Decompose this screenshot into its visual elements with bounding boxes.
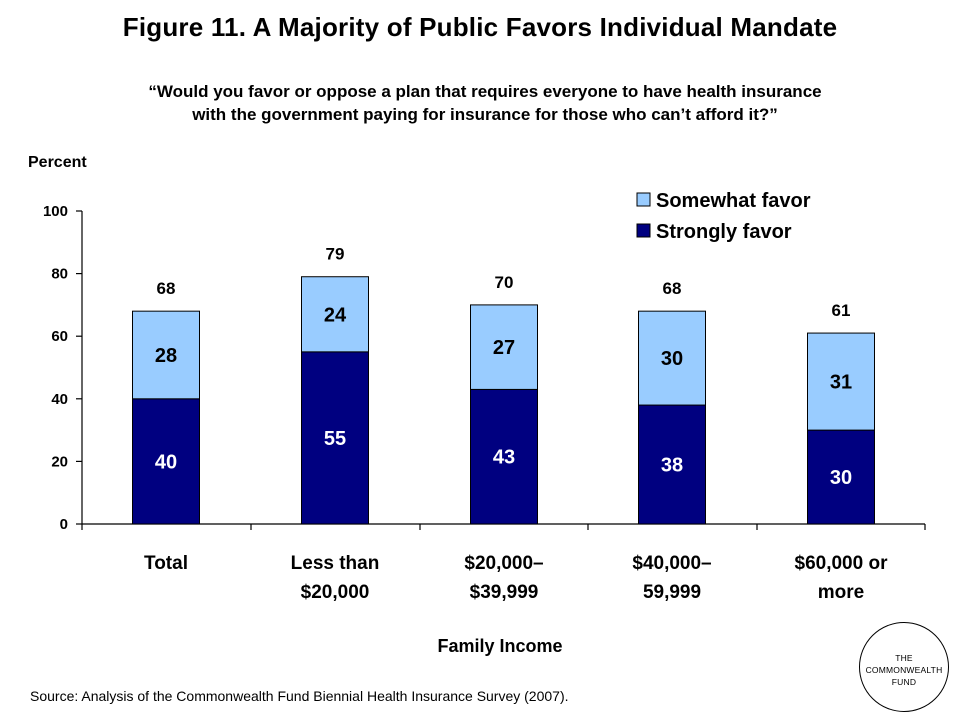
x-tick-label: $40,000–: [632, 553, 711, 574]
logo-line-3: FUND: [891, 677, 917, 687]
data-label-strongly-favor: 40: [155, 451, 177, 473]
bar-somewhat-favor: [470, 304, 538, 390]
subtitle-line-1: “Would you favor or oppose a plan that r…: [148, 82, 822, 101]
x-tick-label: Total: [144, 553, 188, 574]
logo-line-2: COMMONWEALTH: [865, 665, 943, 675]
logo-ring: [859, 622, 949, 712]
chart-subtitle: “Would you favor or oppose a plan that r…: [60, 80, 910, 126]
x-tick-label: $20,000–: [464, 553, 543, 574]
data-label-total: 79: [326, 245, 345, 264]
bar-strongly-favor: [132, 398, 200, 525]
x-axis-label: Family Income: [437, 636, 562, 656]
legend-swatch-somewhat-favor: [636, 192, 651, 207]
data-label-somewhat-favor: 24: [324, 304, 347, 326]
bar-somewhat-favor: [301, 276, 369, 353]
bar-strongly-favor: [301, 351, 369, 525]
x-tick-label: Less than: [291, 553, 380, 574]
data-label-strongly-favor: 38: [661, 455, 683, 477]
logo-line-1: THE: [895, 653, 913, 663]
data-label-somewhat-favor: 31: [830, 372, 852, 394]
bar-strongly-favor: [470, 388, 538, 525]
y-tick-label: 100: [43, 203, 68, 220]
legend-swatch-strongly-favor: [636, 223, 651, 238]
bar-strongly-favor: [807, 429, 875, 525]
x-tick-label: $20,000: [301, 582, 370, 603]
data-label-somewhat-favor: 30: [661, 348, 683, 370]
bar-somewhat-favor: [807, 332, 875, 431]
chart-title: Figure 11. A Majority of Public Favors I…: [122, 12, 838, 42]
commonwealth-fund-logo: THE COMMONWEALTH FUND: [855, 622, 955, 722]
data-label-total: 68: [157, 279, 176, 298]
data-label-somewhat-favor: 27: [493, 337, 515, 359]
data-label-somewhat-favor: 28: [155, 345, 177, 367]
y-axis-label: Percent: [28, 154, 87, 171]
y-tick-label: 40: [51, 391, 68, 408]
y-tick-label: 80: [51, 266, 68, 283]
subtitle-line-2: with the government paying for insurance…: [192, 105, 778, 124]
x-tick-label: 59,999: [643, 582, 701, 603]
bar-strongly-favor: [638, 404, 706, 525]
data-label-total: 61: [832, 301, 851, 320]
data-label-strongly-favor: 55: [324, 428, 346, 450]
bar-somewhat-favor: [638, 310, 706, 406]
legend-label-somewhat-favor: Somewhat favor: [656, 190, 811, 212]
x-tick-label: more: [818, 582, 864, 603]
y-tick-label: 0: [60, 516, 68, 533]
data-label-total: 70: [495, 273, 514, 292]
y-tick-label: 20: [51, 453, 68, 470]
x-tick-label: $60,000 or: [795, 553, 889, 574]
y-tick-label: 60: [51, 328, 68, 345]
source-note: Source: Analysis of the Commonwealth Fun…: [30, 688, 569, 704]
data-label-strongly-favor: 30: [830, 467, 852, 489]
bar-somewhat-favor: [132, 310, 200, 400]
legend-label-strongly-favor: Strongly favor: [656, 221, 792, 243]
data-label-strongly-favor: 43: [493, 447, 515, 469]
data-label-total: 68: [663, 279, 682, 298]
x-tick-label: $39,999: [470, 582, 539, 603]
logo-text: THE COMMONWEALTH FUND: [855, 652, 953, 688]
